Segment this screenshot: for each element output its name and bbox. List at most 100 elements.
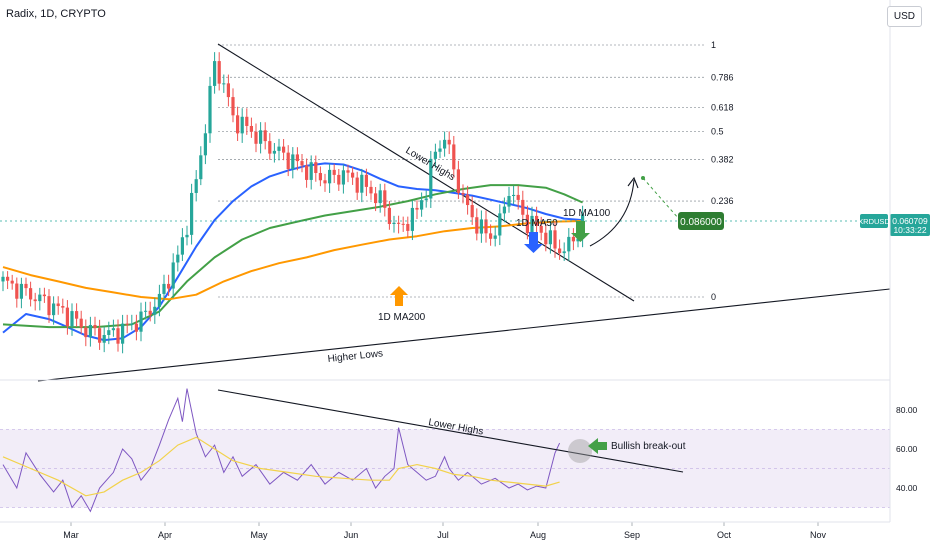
higher-lows-trendline bbox=[37, 288, 891, 382]
candle bbox=[323, 173, 327, 192]
candle-body bbox=[387, 207, 391, 225]
candle-body bbox=[249, 125, 253, 132]
ma100-arrow-icon bbox=[571, 221, 590, 242]
candle-body bbox=[10, 280, 14, 284]
candle bbox=[272, 143, 276, 163]
candle-body bbox=[282, 146, 286, 153]
candle-body bbox=[323, 180, 327, 184]
candle bbox=[88, 316, 92, 347]
rsi-tick-label-0: 80.00 bbox=[896, 405, 918, 415]
candle bbox=[429, 150, 433, 208]
candle-body bbox=[203, 133, 207, 156]
candle bbox=[249, 117, 253, 138]
candle bbox=[493, 226, 497, 247]
time-tick-label-4: Jul bbox=[437, 530, 449, 540]
candle-body bbox=[272, 150, 276, 154]
fib-label-6: 0 bbox=[711, 292, 716, 302]
ma50-arrow-icon bbox=[524, 232, 543, 253]
candle bbox=[397, 215, 401, 234]
candle-body bbox=[84, 327, 88, 338]
candle bbox=[548, 221, 552, 254]
candle-body bbox=[452, 144, 456, 170]
candle-body bbox=[466, 194, 470, 206]
candle-body bbox=[167, 283, 171, 289]
candle bbox=[125, 314, 129, 334]
moving-averages bbox=[2, 162, 584, 342]
candle-body bbox=[286, 152, 290, 170]
candle-body bbox=[567, 236, 571, 252]
candle bbox=[479, 210, 483, 243]
candle-body bbox=[507, 195, 511, 207]
candle bbox=[309, 155, 313, 190]
candle bbox=[194, 170, 198, 202]
candle-body bbox=[397, 222, 401, 224]
candle-body bbox=[125, 323, 129, 325]
candle bbox=[33, 292, 37, 311]
candle bbox=[107, 321, 111, 345]
candle bbox=[222, 74, 226, 93]
candle bbox=[61, 298, 65, 314]
candle-body bbox=[61, 306, 65, 308]
ticker-badge bbox=[860, 213, 888, 228]
candle bbox=[19, 277, 23, 309]
currency-button[interactable]: USD bbox=[886, 6, 922, 27]
ma200-label: 1D MA200 bbox=[378, 312, 426, 323]
candle bbox=[420, 192, 424, 217]
candle-body bbox=[406, 223, 410, 231]
candle bbox=[452, 135, 456, 178]
candle-body bbox=[15, 283, 19, 299]
higher-lows-label: Higher Lows bbox=[327, 348, 383, 365]
candle-body bbox=[47, 296, 51, 316]
candle bbox=[360, 168, 364, 203]
ticker-badge-label: XRDUSD bbox=[858, 217, 890, 226]
candle bbox=[443, 131, 447, 157]
candle bbox=[351, 167, 355, 185]
candle-body bbox=[562, 251, 566, 254]
candle bbox=[438, 140, 442, 159]
time-tick-label-6: Sep bbox=[624, 530, 640, 540]
candle bbox=[134, 314, 138, 341]
candle bbox=[162, 274, 166, 302]
rsi-lower-highs-trendline bbox=[217, 389, 684, 473]
candle-body bbox=[318, 172, 322, 181]
candle-body bbox=[240, 116, 244, 134]
candle-body bbox=[525, 214, 529, 234]
ma100-line bbox=[2, 184, 584, 329]
candle-body bbox=[424, 198, 428, 201]
candle-body bbox=[401, 223, 405, 225]
candle bbox=[157, 284, 161, 317]
candle bbox=[56, 296, 60, 315]
candle bbox=[470, 196, 474, 225]
candle-body bbox=[171, 262, 175, 289]
candle bbox=[387, 201, 391, 230]
target-badge bbox=[678, 212, 724, 230]
candle-body bbox=[415, 207, 419, 210]
time-tick-label-1: Apr bbox=[158, 530, 172, 540]
candle-body bbox=[447, 139, 451, 145]
candle bbox=[153, 297, 157, 324]
candle-body bbox=[438, 148, 442, 152]
candle bbox=[208, 76, 212, 143]
candle bbox=[369, 180, 373, 200]
candle-body bbox=[208, 85, 212, 134]
candle bbox=[295, 147, 299, 171]
candle-body bbox=[56, 303, 60, 307]
candle-body bbox=[231, 97, 235, 116]
candle bbox=[190, 183, 194, 245]
candle-body bbox=[162, 283, 166, 294]
candle bbox=[277, 138, 281, 161]
candle-body bbox=[429, 158, 433, 199]
candle-body bbox=[314, 162, 318, 173]
candle-body bbox=[79, 318, 83, 328]
candle bbox=[217, 52, 221, 91]
candle-body bbox=[369, 186, 373, 194]
candle bbox=[180, 228, 184, 261]
candle bbox=[328, 163, 332, 193]
candle bbox=[240, 108, 244, 143]
candle-body bbox=[52, 303, 56, 316]
candle bbox=[111, 319, 115, 337]
candle bbox=[378, 183, 382, 213]
candle-body bbox=[341, 170, 345, 185]
candle-body bbox=[383, 190, 387, 208]
